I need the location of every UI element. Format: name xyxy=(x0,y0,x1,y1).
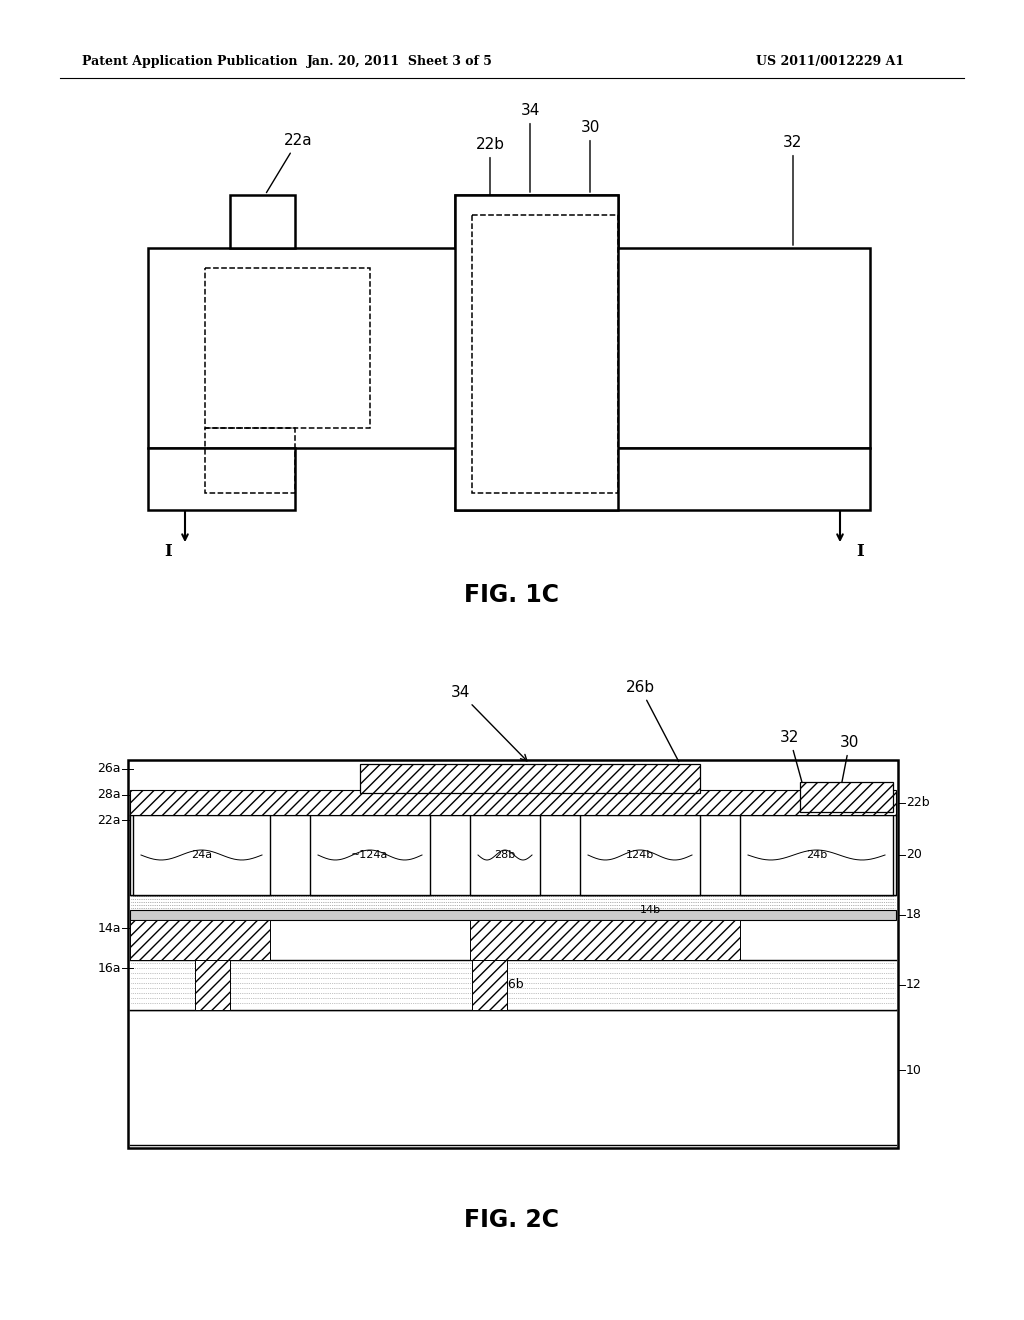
Text: 18: 18 xyxy=(906,908,922,921)
Bar xyxy=(148,248,870,447)
Bar xyxy=(472,960,507,1010)
Text: FIG. 2C: FIG. 2C xyxy=(465,1208,559,1232)
Bar xyxy=(470,920,740,960)
Text: 24a: 24a xyxy=(190,850,212,861)
Text: 30: 30 xyxy=(581,120,600,193)
Text: 22a: 22a xyxy=(97,813,121,826)
Bar xyxy=(130,1010,896,1144)
Text: US 2011/0012229 A1: US 2011/0012229 A1 xyxy=(756,55,904,69)
Text: 14a: 14a xyxy=(97,921,121,935)
Text: 24b: 24b xyxy=(806,850,827,861)
Text: 22a: 22a xyxy=(266,133,312,193)
Text: I: I xyxy=(856,544,864,561)
Text: 26a: 26a xyxy=(97,763,121,776)
Text: 34: 34 xyxy=(520,103,540,193)
Text: I: I xyxy=(164,544,172,561)
Text: 16a: 16a xyxy=(97,961,121,974)
Text: 32: 32 xyxy=(780,730,802,783)
Bar xyxy=(205,428,295,492)
Bar xyxy=(800,781,893,812)
Bar xyxy=(130,909,896,920)
Bar xyxy=(472,215,618,492)
Text: 32: 32 xyxy=(783,135,803,246)
Text: 22b: 22b xyxy=(475,137,505,213)
Text: 22b: 22b xyxy=(906,796,930,809)
Text: 14b: 14b xyxy=(640,906,662,915)
Bar xyxy=(130,814,896,895)
Bar xyxy=(455,195,618,510)
Bar xyxy=(470,814,540,895)
Text: ~124a: ~124a xyxy=(351,850,389,861)
Bar xyxy=(310,814,430,895)
Bar xyxy=(455,195,618,248)
Bar xyxy=(455,447,870,510)
Bar xyxy=(133,814,270,895)
Text: Jan. 20, 2011  Sheet 3 of 5: Jan. 20, 2011 Sheet 3 of 5 xyxy=(307,55,493,69)
Bar xyxy=(128,760,898,1148)
Bar xyxy=(130,920,270,960)
Text: 34: 34 xyxy=(451,685,527,760)
Text: 26b: 26b xyxy=(626,680,679,762)
Bar xyxy=(130,960,896,1010)
Text: FIG. 1C: FIG. 1C xyxy=(465,583,559,607)
Text: 28b: 28b xyxy=(495,850,516,861)
Text: 12: 12 xyxy=(906,978,922,991)
Bar xyxy=(130,789,896,814)
Text: 16b: 16b xyxy=(500,978,524,991)
Text: 30: 30 xyxy=(840,735,859,789)
Bar xyxy=(580,814,700,895)
Bar xyxy=(148,447,295,510)
Bar xyxy=(230,195,295,248)
Bar xyxy=(195,960,230,1010)
Text: 20: 20 xyxy=(906,849,922,862)
Bar xyxy=(205,268,370,428)
Bar xyxy=(360,764,700,793)
Text: Patent Application Publication: Patent Application Publication xyxy=(82,55,298,69)
Bar xyxy=(740,814,893,895)
Text: 10: 10 xyxy=(906,1064,922,1077)
Text: 28a: 28a xyxy=(97,788,121,801)
Text: 124b: 124b xyxy=(626,850,654,861)
